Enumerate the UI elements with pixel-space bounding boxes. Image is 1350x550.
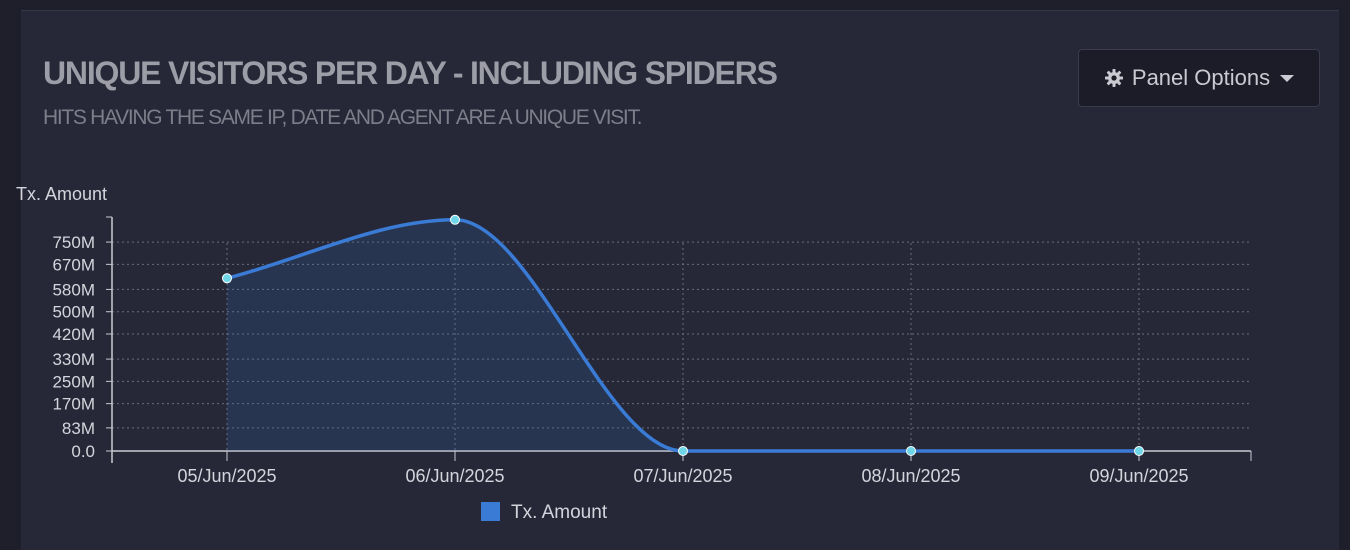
x-tick-label: 06/Jun/2025: [405, 466, 504, 486]
panel-options-button[interactable]: Panel Options: [1078, 49, 1320, 107]
data-point: [1134, 446, 1144, 456]
x-tick-label: 08/Jun/2025: [861, 466, 960, 486]
panel-title: UNIQUE VISITORS PER DAY - INCLUDING SPID…: [43, 55, 778, 91]
legend-swatch: [481, 502, 500, 521]
y-tick-label: 500M: [52, 303, 95, 322]
y-tick-label: 330M: [52, 350, 95, 369]
y-axis-label: Tx. Amount: [16, 184, 107, 204]
panel-subtitle: HITS HAVING THE SAME IP, DATE AND AGENT …: [43, 106, 643, 129]
x-tick-label: 05/Jun/2025: [177, 466, 276, 486]
data-point: [678, 446, 688, 456]
y-tick-label: 580M: [52, 280, 95, 299]
y-tick-label: 83M: [62, 419, 95, 438]
legend-label: Tx. Amount: [511, 502, 608, 523]
series-line: [226, 218, 1139, 453]
gear-icon: [1104, 68, 1124, 88]
panel-options-label: Panel Options: [1131, 65, 1271, 90]
x-tick-label: 07/Jun/2025: [633, 466, 732, 486]
y-tick-label: 0.0: [71, 442, 95, 461]
y-tick-label: 670M: [52, 255, 95, 274]
y-tick-label: 750M: [52, 233, 95, 252]
y-tick-label: 250M: [52, 372, 95, 391]
y-tick-label: 170M: [52, 395, 95, 414]
y-tick-label: 420M: [52, 325, 95, 344]
x-tick-label: 09/Jun/2025: [1089, 466, 1188, 486]
data-point: [906, 446, 916, 456]
series-area-fill: [227, 219, 1139, 451]
caret-down-icon: [1280, 74, 1295, 82]
data-point: [450, 214, 460, 225]
chart-panel: UNIQUE VISITORS PER DAY - INCLUDING SPID…: [21, 10, 1339, 550]
data-point: [222, 273, 232, 284]
